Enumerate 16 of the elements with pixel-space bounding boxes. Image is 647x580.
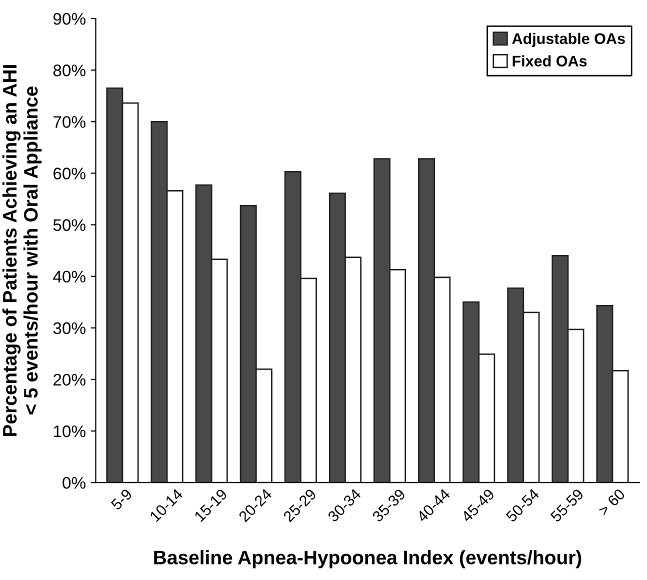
legend-label: Adjustable OAs (512, 32, 625, 48)
y-tick-label: 40% (53, 270, 86, 283)
y-tick-label: 0% (62, 476, 86, 489)
y-tick-label: 50% (53, 219, 86, 231)
y-tick-label: 70% (54, 116, 86, 128)
x-axis-title: Baseline Apnea-Hypoonea Index (events/hour) (154, 550, 582, 568)
y-tick-label: 90% (53, 12, 86, 25)
legend-label: Fixed OAs (512, 55, 587, 66)
y-tick-label: 60% (54, 168, 86, 180)
y-tick-label: 20% (54, 374, 86, 386)
x-tick-label: > 60 (598, 488, 626, 516)
x-tick-label: 5-9 (110, 488, 133, 511)
y-tick-label: 80% (53, 64, 86, 76)
y-tick-label: 10% (54, 425, 86, 438)
y-tick-label: 30% (53, 322, 86, 334)
y-axis-title: Percentage of Patients Achieving an AHI < 5 events/hour with Oral Appliance (2, 65, 42, 436)
